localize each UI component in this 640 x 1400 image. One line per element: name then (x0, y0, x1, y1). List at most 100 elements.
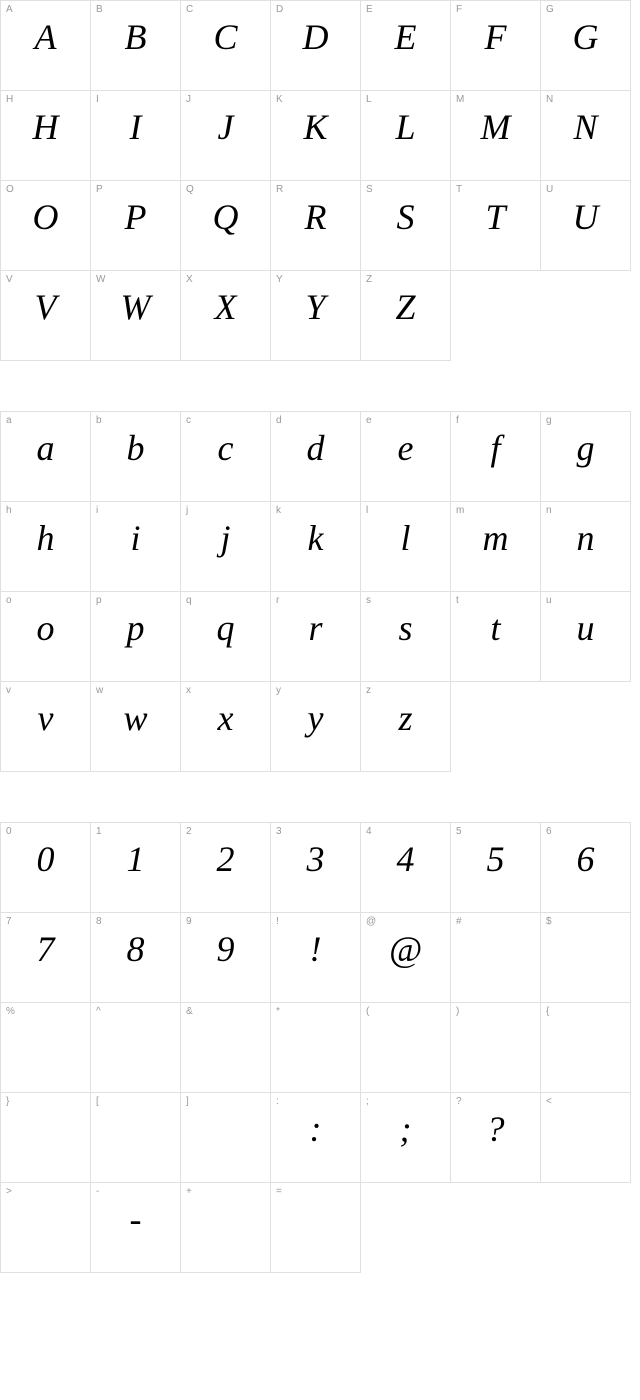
glyph-cell[interactable]: uu (541, 592, 631, 682)
glyph-cell[interactable]: > (1, 1183, 91, 1273)
glyph-cell[interactable]: II (91, 91, 181, 181)
glyph-cell[interactable]: + (181, 1183, 271, 1273)
glyph-cell[interactable]: ss (361, 592, 451, 682)
glyph-cell[interactable]: 00 (1, 823, 91, 913)
glyph-cell[interactable]: HH (1, 91, 91, 181)
cell-glyph: I (91, 109, 180, 145)
cell-glyph: l (361, 520, 450, 556)
cell-label: 6 (546, 826, 552, 837)
cell-glyph: w (91, 700, 180, 736)
glyph-cell[interactable]: OO (1, 181, 91, 271)
glyph-cell[interactable]: 77 (1, 913, 91, 1003)
glyph-cell[interactable]: rr (271, 592, 361, 682)
cell-glyph: 3 (271, 841, 360, 877)
glyph-cell[interactable]: * (271, 1003, 361, 1093)
glyph-cell[interactable]: ff (451, 412, 541, 502)
glyph-cell[interactable]: jj (181, 502, 271, 592)
glyph-cell[interactable]: VV (1, 271, 91, 361)
glyph-cell[interactable]: TT (451, 181, 541, 271)
glyph-cell[interactable]: 55 (451, 823, 541, 913)
glyph-cell[interactable]: dd (271, 412, 361, 502)
glyph-cell[interactable]: GG (541, 1, 631, 91)
glyph-cell[interactable]: aa (1, 412, 91, 502)
glyph-cell[interactable]: :: (271, 1093, 361, 1183)
glyph-cell[interactable]: !! (271, 913, 361, 1003)
glyph-cell[interactable]: WW (91, 271, 181, 361)
glyph-cell[interactable]: MM (451, 91, 541, 181)
glyph-cell[interactable]: % (1, 1003, 91, 1093)
glyph-cell[interactable]: NN (541, 91, 631, 181)
cell-label: a (6, 415, 12, 426)
glyph-cell[interactable]: mm (451, 502, 541, 592)
glyph-cell[interactable]: SS (361, 181, 451, 271)
cell-glyph: J (181, 109, 270, 145)
glyph-cell[interactable]: ] (181, 1093, 271, 1183)
glyph-cell[interactable]: XX (181, 271, 271, 361)
glyph-cell[interactable]: vv (1, 682, 91, 772)
cell-label: k (276, 505, 281, 516)
glyph-cell[interactable]: & (181, 1003, 271, 1093)
glyph-cell[interactable]: DD (271, 1, 361, 91)
glyph-cell[interactable]: xx (181, 682, 271, 772)
glyph-cell[interactable]: @@ (361, 913, 451, 1003)
glyph-cell[interactable]: 44 (361, 823, 451, 913)
glyph-cell[interactable]: RR (271, 181, 361, 271)
glyph-cell[interactable]: CC (181, 1, 271, 91)
glyph-cell[interactable]: ll (361, 502, 451, 592)
cell-label: W (96, 274, 105, 285)
glyph-cell[interactable]: QQ (181, 181, 271, 271)
glyph-cell[interactable]: hh (1, 502, 91, 592)
character-map: AABBCCDDEEFFGG HHIIJJKKLLMMNN OOPPQQRRSSTT… (0, 0, 640, 1273)
glyph-cell[interactable]: KK (271, 91, 361, 181)
glyph-cell[interactable]: cc (181, 412, 271, 502)
glyph-cell[interactable]: gg (541, 412, 631, 502)
glyph-cell[interactable]: nn (541, 502, 631, 592)
glyph-cell[interactable]: ee (361, 412, 451, 502)
glyph-cell[interactable]: tt (451, 592, 541, 682)
glyph-cell[interactable]: PP (91, 181, 181, 271)
glyph-cell[interactable]: zz (361, 682, 451, 772)
cell-glyph: t (451, 610, 540, 646)
glyph-cell[interactable]: [ (91, 1093, 181, 1183)
glyph-cell[interactable]: UU (541, 181, 631, 271)
glyph-cell[interactable]: qq (181, 592, 271, 682)
glyph-cell[interactable]: EE (361, 1, 451, 91)
glyph-cell[interactable]: ^ (91, 1003, 181, 1093)
glyph-cell[interactable]: pp (91, 592, 181, 682)
grid-section-uppercase: AABBCCDDEEFFGG HHIIJJKKLLMMNN OOPPQQRRSSTT… (0, 0, 631, 361)
glyph-cell[interactable]: ( (361, 1003, 451, 1093)
glyph-cell[interactable]: FF (451, 1, 541, 91)
glyph-cell[interactable]: 99 (181, 913, 271, 1003)
glyph-cell[interactable]: ?? (451, 1093, 541, 1183)
glyph-cell[interactable]: 11 (91, 823, 181, 913)
glyph-cell[interactable]: JJ (181, 91, 271, 181)
glyph-cell[interactable]: BB (91, 1, 181, 91)
glyph-cell[interactable]: bb (91, 412, 181, 502)
glyph-cell[interactable]: ) (451, 1003, 541, 1093)
glyph-cell[interactable]: 88 (91, 913, 181, 1003)
glyph-cell[interactable]: kk (271, 502, 361, 592)
glyph-cell[interactable]: -- (91, 1183, 181, 1273)
glyph-cell[interactable]: } (1, 1093, 91, 1183)
glyph-cell[interactable]: { (541, 1003, 631, 1093)
glyph-cell[interactable]: $ (541, 913, 631, 1003)
cell-glyph: G (541, 19, 630, 55)
cell-glyph: 7 (1, 931, 90, 967)
glyph-cell[interactable]: = (271, 1183, 361, 1273)
glyph-cell[interactable]: ;; (361, 1093, 451, 1183)
glyph-cell[interactable]: ZZ (361, 271, 451, 361)
glyph-cell[interactable]: 33 (271, 823, 361, 913)
glyph-cell[interactable]: LL (361, 91, 451, 181)
glyph-cell[interactable]: oo (1, 592, 91, 682)
glyph-cell[interactable]: ii (91, 502, 181, 592)
glyph-cell[interactable]: 22 (181, 823, 271, 913)
glyph-cell[interactable]: yy (271, 682, 361, 772)
glyph-cell[interactable]: YY (271, 271, 361, 361)
glyph-cell[interactable]: ww (91, 682, 181, 772)
glyph-cell[interactable]: 66 (541, 823, 631, 913)
cell-label: R (276, 184, 283, 195)
glyph-cell[interactable]: # (451, 913, 541, 1003)
glyph-cell[interactable]: AA (1, 1, 91, 91)
glyph-cell[interactable]: < (541, 1093, 631, 1183)
cell-label: w (96, 685, 103, 696)
